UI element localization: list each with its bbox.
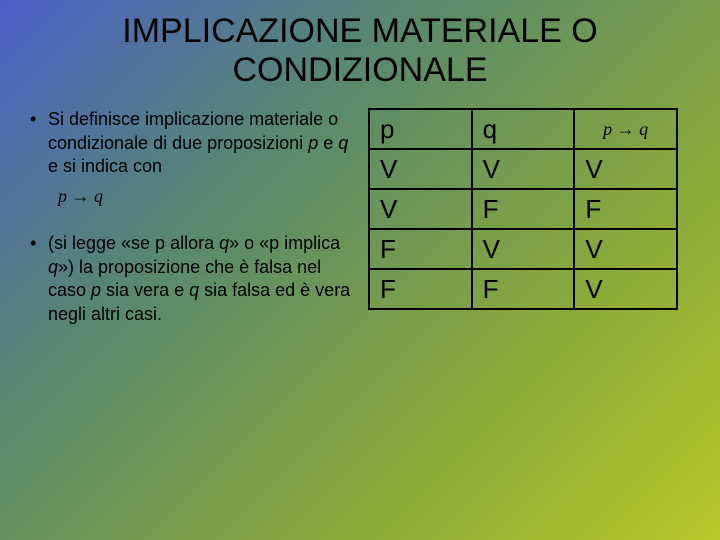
left-column: • Si definisce implicazione materiale o … xyxy=(30,108,368,356)
content-area: • Si definisce implicazione materiale o … xyxy=(0,108,720,356)
table-row: F V V xyxy=(369,229,677,269)
bullet-1: • Si definisce implicazione materiale o … xyxy=(30,108,353,178)
cell: V xyxy=(369,189,472,229)
cell: V xyxy=(574,229,677,269)
table-row: F F V xyxy=(369,269,677,309)
cell: F xyxy=(574,189,677,229)
cell: F xyxy=(369,229,472,269)
table-row: V F F xyxy=(369,189,677,229)
table-header-row: p q p → q xyxy=(369,109,677,149)
bullet-2: • (si legge «se p allora q» o «p implica… xyxy=(30,232,353,326)
table-row: V V V xyxy=(369,149,677,189)
right-column: p q p → q V V V V F F F V V F F xyxy=(368,108,678,356)
truth-table: p q p → q V V V V F F F V V F F xyxy=(368,108,678,310)
cell: V xyxy=(574,149,677,189)
bullet-2-text: (si legge «se p allora q» o «p implica q… xyxy=(48,232,353,326)
cell: V xyxy=(472,229,575,269)
cell: V xyxy=(369,149,472,189)
bullet-marker: • xyxy=(30,108,48,178)
header-q: q xyxy=(472,109,575,149)
bullet-1-text: Si definisce implicazione materiale o co… xyxy=(48,108,353,178)
header-p: p xyxy=(369,109,472,149)
cell: V xyxy=(574,269,677,309)
cell: F xyxy=(472,189,575,229)
formula-inline: p → q xyxy=(58,186,353,207)
header-formula: p → q xyxy=(574,109,677,149)
cell: F xyxy=(472,269,575,309)
bullet-marker: • xyxy=(30,232,48,326)
cell: F xyxy=(369,269,472,309)
cell: V xyxy=(472,149,575,189)
page-title: IMPLICAZIONE MATERIALE O CONDIZIONALE xyxy=(0,0,720,108)
